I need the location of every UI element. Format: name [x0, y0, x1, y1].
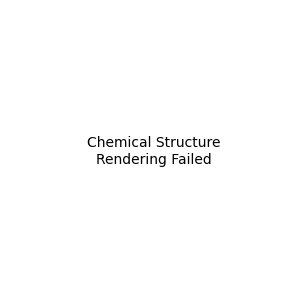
Text: Chemical Structure
Rendering Failed: Chemical Structure Rendering Failed	[87, 136, 220, 166]
